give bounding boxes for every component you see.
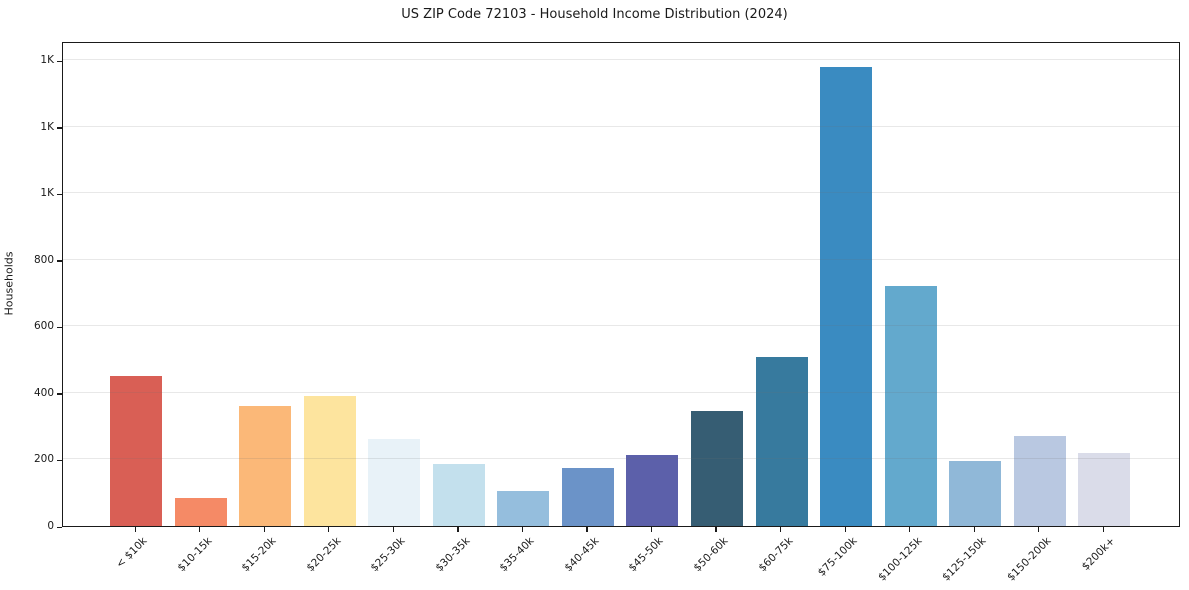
y-tick-mark xyxy=(57,260,62,262)
y-tick-label: 0 xyxy=(47,520,54,532)
y-tick-label: 1K xyxy=(40,54,54,67)
x-tick-mark xyxy=(328,527,330,532)
gridline xyxy=(63,458,1179,460)
bar xyxy=(755,357,808,526)
bar xyxy=(820,66,873,526)
y-tick-label: 800 xyxy=(33,253,54,266)
x-tick-mark xyxy=(134,527,136,532)
y-tick-mark xyxy=(57,526,62,528)
bar xyxy=(884,285,937,526)
y-axis-label: Households xyxy=(2,251,16,316)
bar xyxy=(949,460,1002,526)
x-tick-mark xyxy=(263,527,265,532)
y-tick-mark xyxy=(57,393,62,395)
x-tick-mark xyxy=(909,527,911,532)
y-tick-label: 1K xyxy=(40,120,54,133)
y-tick-mark xyxy=(57,459,62,462)
x-tick-mark xyxy=(392,527,394,532)
bar xyxy=(1013,436,1066,526)
gridline xyxy=(63,258,1179,260)
x-tick-mark xyxy=(715,527,717,532)
y-tick-label: 200 xyxy=(33,453,54,466)
y-tick-mark xyxy=(57,60,62,63)
bar xyxy=(368,438,421,526)
bar xyxy=(432,464,485,526)
x-tick-mark xyxy=(1102,527,1105,532)
bar xyxy=(174,497,227,526)
plot-area xyxy=(62,42,1180,527)
y-tick-mark xyxy=(57,127,62,129)
x-tick-mark xyxy=(521,527,524,532)
bar xyxy=(497,491,550,526)
bar xyxy=(690,411,743,526)
bar xyxy=(1078,452,1131,526)
gridline xyxy=(63,59,1179,61)
bar xyxy=(239,406,292,526)
y-tick-label: 400 xyxy=(33,386,54,399)
gridline xyxy=(63,391,1179,393)
x-tick-mark xyxy=(1038,527,1040,532)
x-tick-mark xyxy=(199,527,201,532)
bar xyxy=(626,454,679,526)
x-tick-label: < $10k xyxy=(113,535,150,571)
bar xyxy=(303,395,356,526)
chart-title: US ZIP Code 72103 - Household Income Dis… xyxy=(401,7,788,22)
x-tick-mark xyxy=(650,527,653,532)
y-tick-label: 600 xyxy=(33,320,54,333)
y-tick-mark xyxy=(57,326,62,329)
y-tick-mark xyxy=(57,193,62,196)
x-tick-mark xyxy=(780,527,782,532)
x-tick-mark xyxy=(844,527,846,532)
gridline xyxy=(63,192,1179,194)
x-tick-mark xyxy=(457,527,459,532)
x-tick-mark xyxy=(973,527,975,532)
bar xyxy=(561,467,614,526)
bar xyxy=(110,376,162,526)
gridline xyxy=(63,325,1179,327)
x-tick-mark xyxy=(586,527,588,532)
gridline xyxy=(63,125,1179,127)
y-tick-label: 1K xyxy=(40,187,54,200)
